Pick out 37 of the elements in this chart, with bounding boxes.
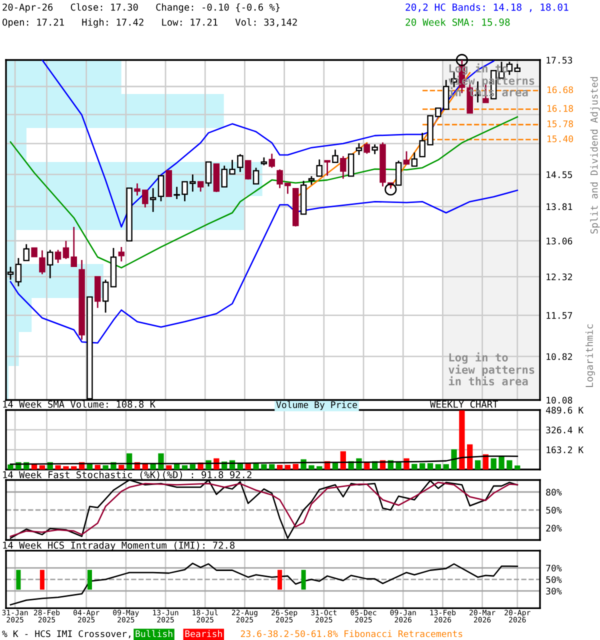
y-tick-label: 10.82 xyxy=(546,353,572,360)
text: Logarithmic xyxy=(585,324,595,387)
legend-title: % K - HCS IMI Crossover, xyxy=(2,630,130,638)
y-tick-label: 30% xyxy=(546,588,562,595)
chart-title: 14 Week SMA Volume: 108.8 K xyxy=(3,400,156,408)
annotation: Log in to view patterns in this area xyxy=(448,352,534,386)
chart-subtitle: Open: 17.21 High: 17.42 Low: 17.21 Vol: 33,142 xyxy=(2,18,297,28)
text: 23.6-38.2-50-61.8% Fibonacci Retracements xyxy=(240,630,462,638)
y-tick-label: 489.6 K xyxy=(546,406,584,414)
y-tick-label: 70% xyxy=(546,564,562,572)
y-tick-label: 10.08 xyxy=(546,396,572,404)
y-tick-label: 50% xyxy=(546,576,562,584)
y-tick-label: 163.2 K xyxy=(546,446,584,454)
text: 20,2 HC Bands: 14.18 , 18.01 xyxy=(406,3,568,12)
chart-title: 20-Apr-26 Close: 17.30 Change: -0.10 {-0.6 %} xyxy=(2,3,280,13)
chart-title: 14 Week HCS Intraday Momentum (IMI): 72.8 xyxy=(3,541,235,551)
y-tick-label: 14.55 xyxy=(546,171,572,178)
chart-title: 14 Week Fast Stochastic (%K)(%D) : 91.8 92.2 xyxy=(3,470,252,480)
ref-line-label: 15.78 xyxy=(547,120,574,128)
text: Volume By Price xyxy=(276,401,357,410)
ref-line-label: 15.40 xyxy=(547,135,573,142)
y-tick-label: 80% xyxy=(546,488,562,496)
ref-line-label: 16.68 xyxy=(547,86,574,94)
y-tick-label: 50% xyxy=(546,506,562,514)
y-tick-label: 13.06 xyxy=(546,238,572,244)
text: Bullish xyxy=(136,630,172,638)
ref-line-label: 16.18 xyxy=(547,105,574,112)
y-tick-label: 13.81 xyxy=(546,203,572,210)
y-tick-label: 20% xyxy=(546,524,562,532)
y-tick-label: 12.32 xyxy=(546,273,572,280)
chart-subtitle: WEEKLY CHART xyxy=(430,400,498,408)
y-axis-title: Split and Dividend Adjusted xyxy=(590,77,600,234)
text: Bearish xyxy=(185,630,222,638)
y-tick-label: 11.57 xyxy=(546,312,572,319)
y-tick-label: 326.4 K xyxy=(546,426,584,434)
y-tick-label: 17.53 xyxy=(546,56,572,64)
text: 20 Week SMA: 15.98 xyxy=(406,18,510,26)
